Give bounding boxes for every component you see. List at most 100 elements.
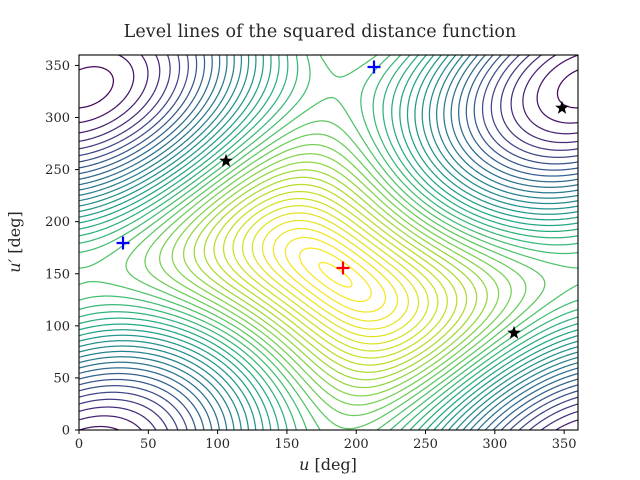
contour-line — [79, 304, 297, 430]
contour-line — [79, 66, 115, 109]
contour-line — [382, 55, 578, 239]
contour-line — [213, 183, 458, 366]
contour-line — [79, 356, 228, 430]
contour-line — [462, 356, 578, 430]
contour-line — [510, 55, 578, 144]
contour-line — [79, 55, 198, 169]
marker-black-star-lower-right — [507, 325, 521, 339]
axes-frame — [78, 54, 579, 431]
contour-line — [509, 390, 578, 430]
contour-line — [171, 153, 500, 397]
x-tick-label: 200 — [344, 437, 369, 452]
contour-line — [79, 345, 242, 430]
contour-line — [536, 55, 578, 124]
contour-line — [79, 55, 228, 191]
contour-line — [261, 219, 410, 330]
contour-line — [540, 410, 578, 430]
star-marker-icon — [507, 325, 521, 339]
contour-line — [528, 403, 578, 430]
contour-line — [436, 55, 578, 199]
y-tick-label: 300 — [45, 111, 70, 126]
contour-line — [241, 205, 429, 345]
contour-line — [409, 316, 578, 430]
contour-line — [125, 120, 546, 430]
marker-black-star-upper-left — [219, 153, 233, 167]
contour-line — [298, 247, 372, 303]
contour-line — [79, 96, 578, 269]
y-tick-label: 0 — [62, 424, 70, 439]
contour-line — [79, 55, 161, 142]
contour-line — [492, 378, 578, 430]
contour-line — [360, 55, 578, 255]
contour-line — [500, 55, 578, 151]
contour-line — [481, 55, 578, 165]
y-tick-label: 150 — [45, 267, 70, 282]
critical-point-markers-group — [116, 60, 569, 339]
y-axis-label: u′ [deg] — [5, 211, 24, 272]
contour-line — [79, 55, 257, 213]
contour-line — [79, 55, 221, 186]
contour-line — [455, 351, 578, 430]
star-marker-icon — [219, 153, 233, 167]
plus-marker-icon — [367, 60, 381, 74]
contour-line — [79, 378, 197, 430]
contour-line — [144, 133, 527, 417]
contour-line — [79, 55, 280, 230]
contour-line — [79, 55, 311, 254]
y-tick-label: 50 — [53, 371, 70, 386]
tick-labels-group: 0 50 100 150 200 250 300 350 0 50 100 150 200 250 300 3… — [45, 59, 576, 452]
contour-line — [222, 190, 448, 359]
y-tick-label: 350 — [45, 59, 70, 74]
contour-line — [79, 372, 205, 430]
contour-line — [389, 299, 578, 430]
contour-line — [443, 55, 578, 194]
contour-line — [79, 329, 264, 430]
x-tick-label: 300 — [482, 437, 507, 452]
contour-line — [484, 372, 578, 430]
y-tick-label: 100 — [45, 319, 70, 334]
contour-line — [421, 55, 578, 210]
contour-line — [79, 55, 243, 202]
contour-line — [284, 236, 387, 313]
contour-line — [79, 323, 272, 430]
contour-line — [182, 161, 488, 389]
star-marker-icon — [555, 100, 569, 114]
x-tick-label: 350 — [552, 437, 577, 452]
plus-marker-icon — [336, 261, 350, 275]
contour-line — [518, 396, 578, 430]
x-tick-label: 0 — [75, 437, 83, 452]
contour-line — [79, 55, 135, 124]
marker-blue-cross-upper — [367, 60, 381, 74]
marker-blue-cross-left — [116, 236, 130, 250]
x-axis-label: u [deg] — [299, 455, 357, 474]
contour-line — [319, 55, 378, 78]
contour-line — [79, 55, 171, 150]
contour-line — [79, 295, 308, 430]
contour-line — [448, 346, 578, 430]
contour-line — [232, 197, 439, 352]
contour-line — [79, 55, 213, 180]
axes-group — [75, 54, 579, 434]
contour-line — [465, 55, 578, 177]
contour-line — [490, 55, 578, 158]
contour-line — [477, 367, 578, 430]
contour-line — [193, 169, 478, 381]
contour-line — [79, 55, 181, 157]
contour-line — [458, 55, 578, 183]
contour-line — [79, 55, 299, 244]
contour-line — [79, 425, 120, 430]
contour-line — [79, 55, 149, 134]
page-title: Level lines of the squared distance func… — [123, 22, 517, 42]
x-tick-label: 250 — [413, 437, 438, 452]
contour-line — [500, 384, 578, 430]
contour-line — [79, 55, 206, 175]
contour-line — [79, 350, 235, 430]
contour-line — [251, 212, 420, 338]
contour-line — [433, 335, 578, 430]
marker-black-star-upper-right — [555, 100, 569, 114]
contour-lines-group — [79, 55, 578, 430]
contour-line — [79, 55, 272, 224]
marker-global-minimum — [336, 261, 350, 275]
contour-line — [79, 311, 288, 430]
